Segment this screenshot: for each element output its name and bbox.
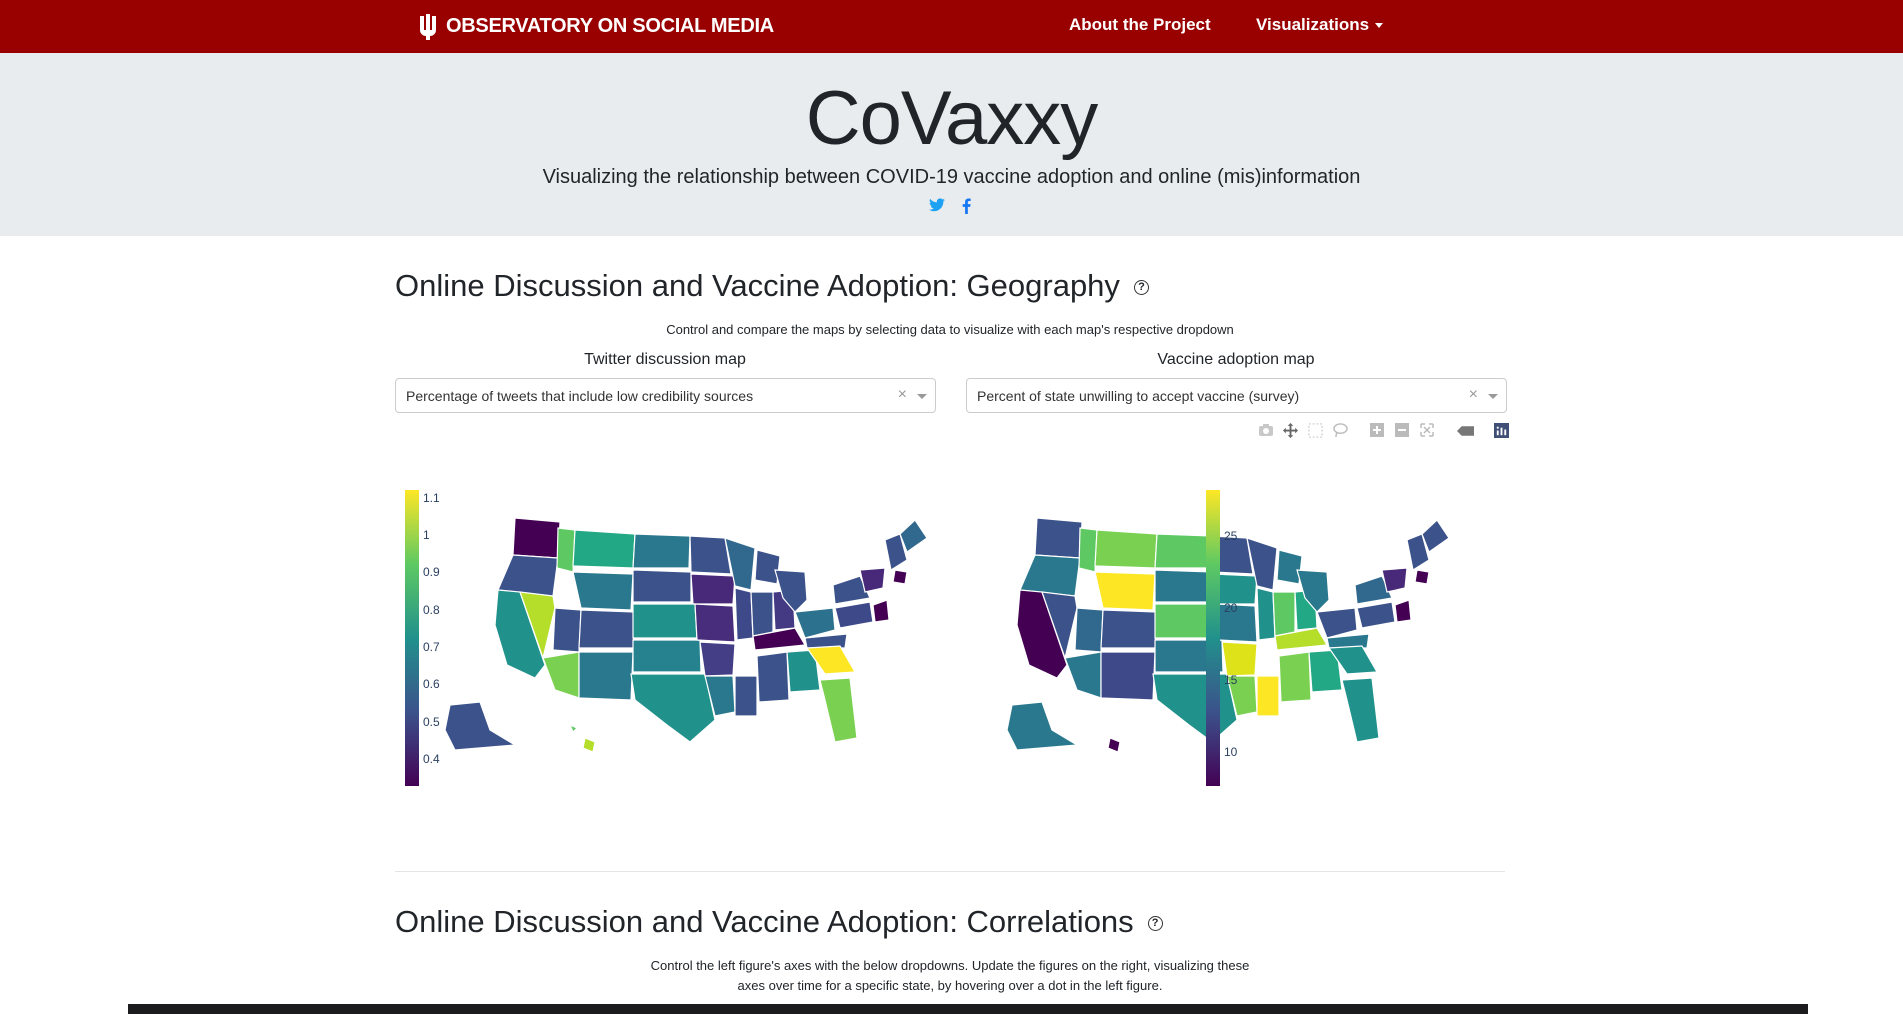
page-title: CoVaxxy xyxy=(805,76,1098,161)
colorbar-tick: 10 xyxy=(1224,745,1238,759)
us-choropleth-left xyxy=(444,517,928,753)
help-icon[interactable]: ? xyxy=(1133,280,1149,296)
twitter-map-selected: Percentage of tweets that include low cr… xyxy=(406,388,754,404)
colorbar-tick: 0.8 xyxy=(423,603,440,617)
section-divider xyxy=(395,871,1505,872)
colorbar-ticks-right: 25 20 15 10 xyxy=(1224,529,1238,759)
correlations-heading: Online Discussion and Vaccine Adoption: … xyxy=(395,904,1163,940)
lasso-icon[interactable] xyxy=(1333,423,1350,438)
vaccine-map-dropdown[interactable]: Percent of state unwilling to accept vac… xyxy=(966,378,1507,413)
colorbar xyxy=(1206,490,1220,786)
brand-text: OBSERVATORY ON SOCIAL MEDIA xyxy=(446,15,774,37)
plot-modebar xyxy=(1258,423,1511,439)
geography-heading: Online Discussion and Vaccine Adoption: … xyxy=(395,268,1149,304)
colorbar-tick: 0.4 xyxy=(423,752,440,766)
header-jumbotron: CoVaxxy Visualizing the relationship bet… xyxy=(0,53,1903,236)
nav-about-link[interactable]: About the Project xyxy=(1069,15,1211,34)
plotly-logo-icon[interactable] xyxy=(1494,423,1511,438)
top-navbar: OBSERVATORY ON SOCIAL MEDIA About the Pr… xyxy=(0,0,1903,53)
colorbar-tick: 1 xyxy=(423,528,430,542)
chevron-down-icon[interactable] xyxy=(917,394,927,399)
geography-heading-text: Online Discussion and Vaccine Adoption: … xyxy=(395,268,1120,303)
vaccine-map-label: Vaccine adoption map xyxy=(1157,351,1315,368)
autoscale-icon[interactable] xyxy=(1420,423,1437,438)
colorbar-tick: 20 xyxy=(1224,601,1238,615)
colorbar-ticks-left: 1.1 1 0.9 0.8 0.7 0.6 0.5 0.4 xyxy=(423,491,440,766)
twitter-map-dropdown[interactable]: Percentage of tweets that include low cr… xyxy=(395,378,936,413)
correlations-heading-text: Online Discussion and Vaccine Adoption: … xyxy=(395,904,1134,939)
correlations-note-line2: axes over time for a specific state, by … xyxy=(737,978,1163,993)
correlations-note: Control the left figure's axes with the … xyxy=(395,956,1505,996)
vaccine-map-selected: Percent of state unwilling to accept vac… xyxy=(977,388,1300,404)
iu-trident-logo xyxy=(420,13,436,40)
twitter-discussion-map[interactable]: 1.1 1 0.9 0.8 0.7 0.6 0.5 0.4 xyxy=(395,480,955,800)
zoom-out-icon[interactable] xyxy=(1395,423,1412,438)
pan-icon[interactable] xyxy=(1283,423,1300,438)
colorbar-tick: 1.1 xyxy=(423,491,440,505)
os-menubar-strip xyxy=(128,1004,1808,1014)
colorbar-tick: 0.7 xyxy=(423,640,440,654)
caret-down-icon xyxy=(1375,23,1384,29)
geography-note: Control and compare the maps by selectin… xyxy=(666,322,1234,337)
chevron-down-icon[interactable] xyxy=(1488,394,1498,399)
vaccine-adoption-map[interactable]: 25 20 15 10 xyxy=(990,480,1530,800)
social-links xyxy=(0,198,1903,216)
colorbar-tick: 0.5 xyxy=(423,715,440,729)
zoom-in-icon[interactable] xyxy=(1370,423,1387,438)
camera-icon[interactable] xyxy=(1258,423,1275,438)
twitter-map-label: Twitter discussion map xyxy=(584,351,746,368)
us-choropleth-right xyxy=(1006,517,1450,753)
colorbar-tick: 0.9 xyxy=(423,565,440,579)
nav-visualizations-label: Visualizations xyxy=(1256,15,1370,34)
colorbar-tick: 15 xyxy=(1224,673,1238,687)
twitter-icon[interactable] xyxy=(928,198,945,216)
colorbar-tick: 25 xyxy=(1224,529,1238,543)
colorbar-tick: 0.6 xyxy=(423,677,440,691)
help-icon[interactable]: ? xyxy=(1147,916,1163,932)
nav-visualizations-dropdown[interactable]: Visualizations xyxy=(1256,15,1384,35)
colorbar xyxy=(405,490,419,786)
hover-icon[interactable] xyxy=(1457,423,1474,438)
clear-icon[interactable]: × xyxy=(1468,386,1478,403)
facebook-icon[interactable] xyxy=(959,198,975,216)
clear-icon[interactable]: × xyxy=(897,386,907,403)
brand-link[interactable]: OBSERVATORY ON SOCIAL MEDIA xyxy=(416,10,774,43)
page-subtitle: Visualizing the relationship between COV… xyxy=(542,166,1361,188)
box-select-icon[interactable] xyxy=(1308,423,1325,438)
correlations-note-line1: Control the left figure's axes with the … xyxy=(650,958,1250,973)
